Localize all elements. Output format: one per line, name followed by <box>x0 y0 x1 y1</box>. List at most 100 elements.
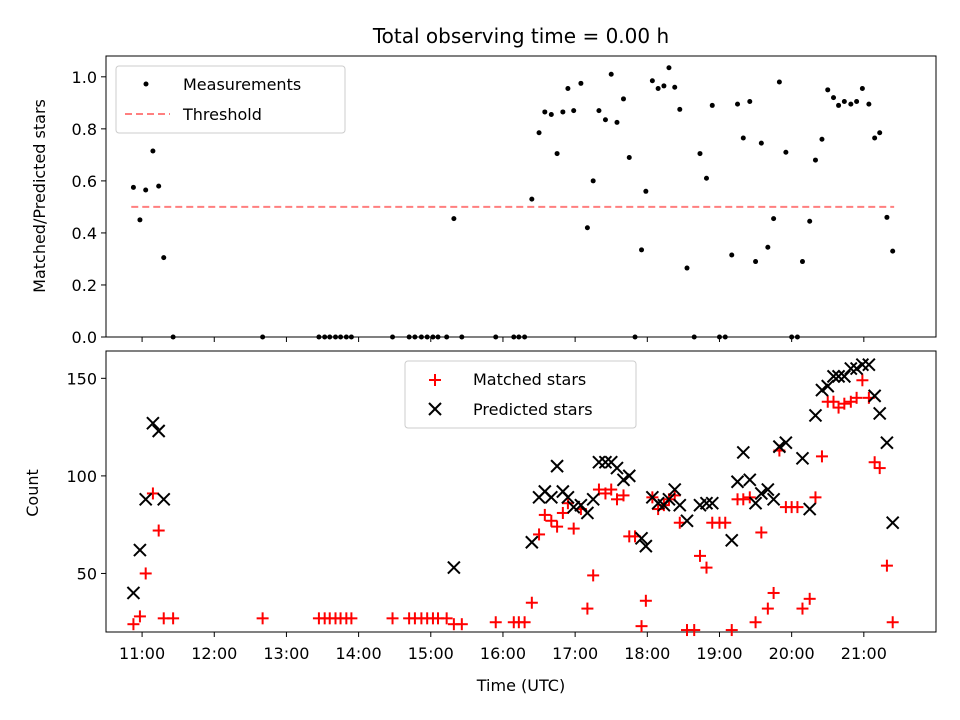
x-tick-label: 20:00 <box>769 644 815 663</box>
predicted-stars-point <box>725 533 739 547</box>
measurement-point <box>516 334 522 340</box>
measurement-point <box>578 80 584 86</box>
measurement-point <box>691 334 697 340</box>
predicted-stars-point <box>743 473 757 487</box>
count-legend: Matched stars Predicted stars <box>404 360 637 429</box>
matched-stars-point <box>152 524 165 537</box>
matched-stars-point <box>809 491 822 504</box>
predicted-stars-point <box>634 531 649 546</box>
measurement-point <box>418 334 424 340</box>
measurement-point <box>529 196 535 202</box>
ratio-series-layer <box>130 65 896 340</box>
x-stroke-b <box>586 492 600 507</box>
predicted-stars-point <box>151 424 166 438</box>
matched-stars-point <box>635 620 648 633</box>
x-tick-label: 12:00 <box>191 644 237 663</box>
ratio-y-tick-label: 0.8 <box>72 120 97 139</box>
x-stroke-b <box>699 496 714 510</box>
x-stroke-b <box>525 535 539 549</box>
predicted-stars-point <box>561 490 575 505</box>
predicted-stars-point <box>802 502 817 516</box>
measurement-point <box>632 334 638 340</box>
x-stroke-b <box>668 482 682 497</box>
predicted-stars-point <box>772 439 787 454</box>
x-tick-label: 11:00 <box>119 644 165 663</box>
matched-stars-point <box>688 624 701 637</box>
matched-stars-point <box>761 602 774 615</box>
matched-stars-point <box>827 395 840 408</box>
x-stroke-b <box>544 490 559 505</box>
matched-stars-point <box>639 594 652 607</box>
measurement-point <box>649 78 655 84</box>
measurement-point <box>316 334 322 340</box>
x-stroke-b <box>574 498 588 512</box>
x-stroke-b <box>622 469 636 483</box>
measurement-point <box>819 136 825 142</box>
matched-stars-point <box>567 522 580 535</box>
matched-legend-label: Matched stars <box>473 370 586 389</box>
predicted-stars-point <box>133 543 147 557</box>
measurement-point <box>435 334 441 340</box>
predicted-stars-point <box>754 486 769 501</box>
x-stroke-b <box>831 369 846 384</box>
measurement-point <box>877 130 883 136</box>
predicted-stars-point <box>580 506 595 520</box>
matched-stars-point <box>815 450 828 463</box>
measurement-point <box>841 99 847 105</box>
measurement-point <box>542 109 548 115</box>
predicted-stars-point <box>705 496 719 510</box>
matched-stars-point <box>693 549 706 562</box>
x-stroke-b <box>580 506 595 520</box>
measurement-point <box>716 334 722 340</box>
measurement-point <box>794 334 800 340</box>
measurement-point <box>444 334 450 340</box>
x-stroke-b <box>808 408 823 423</box>
x-tick-label: 18:00 <box>624 644 670 663</box>
predicted-legend-marker <box>428 402 442 416</box>
predicted-stars-point <box>849 361 864 376</box>
measurement-point <box>684 265 690 271</box>
matched-stars-point <box>880 559 893 572</box>
measurement-point <box>620 96 626 102</box>
measurements-legend-label: Measurements <box>183 75 301 94</box>
predicted-stars-point <box>586 492 600 507</box>
measurement-point <box>854 99 860 105</box>
matched-stars-point <box>133 610 146 623</box>
measurement-point <box>677 106 683 112</box>
measurement-point <box>747 99 753 105</box>
matched-stars-point <box>489 616 502 629</box>
measurement-point <box>866 101 872 107</box>
predicted-stars-point <box>748 496 763 510</box>
matched-stars-point <box>533 528 546 541</box>
measurement-point <box>596 108 602 114</box>
measurement-point <box>666 65 672 71</box>
x-stroke-b <box>736 445 751 460</box>
measurement-point <box>709 102 715 108</box>
x-axis-label: Time (UTC) <box>476 676 565 695</box>
x-stroke-b <box>730 475 745 489</box>
measurement-point <box>511 334 517 340</box>
x-stroke-b <box>743 473 757 487</box>
measurement-point <box>424 334 430 340</box>
matched-stars-point <box>737 493 750 506</box>
measurement-point <box>565 86 571 92</box>
ratio-y-tick-label: 0.0 <box>72 328 97 347</box>
count-plot-frame <box>105 350 937 633</box>
measurement-point <box>327 334 333 340</box>
measurement-point <box>799 259 805 265</box>
measurement-point <box>765 244 771 250</box>
ratio-legend-box <box>115 65 346 134</box>
predicted-stars-point <box>699 496 714 510</box>
measurement-point <box>536 130 542 136</box>
matched-stars-point <box>386 612 399 625</box>
chart-title: Total observing time = 0.00 h <box>372 24 669 48</box>
x-stroke-b <box>662 492 676 507</box>
measurement-point <box>661 83 667 89</box>
measurement-point <box>459 334 465 340</box>
measurement-point <box>143 187 149 193</box>
measurement-point <box>170 334 176 340</box>
measurement-point <box>890 248 896 254</box>
x-stroke-b <box>885 516 900 530</box>
